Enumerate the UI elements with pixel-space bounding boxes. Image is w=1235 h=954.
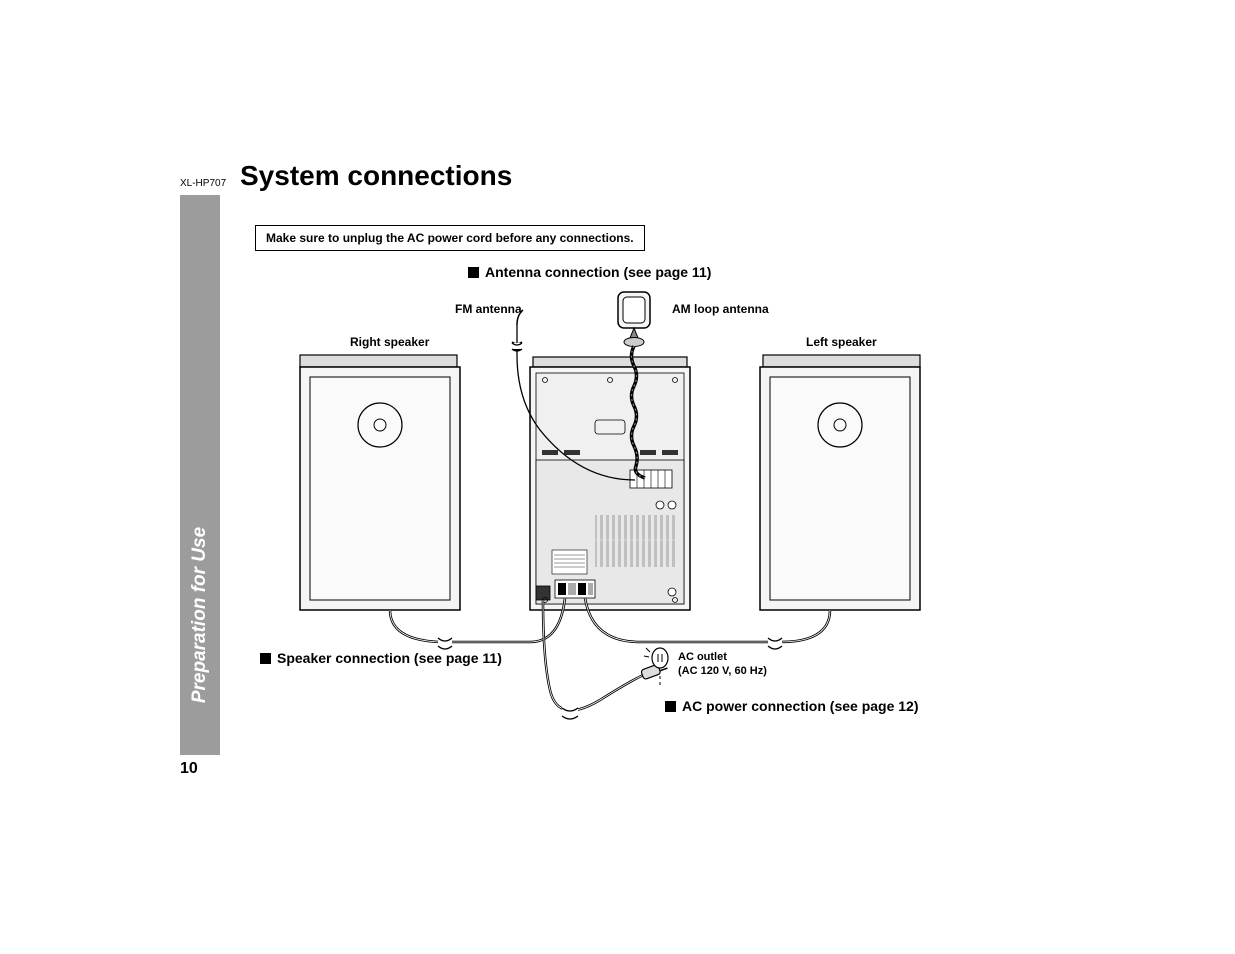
model-code: XL-HP707 (180, 178, 226, 189)
connection-diagram (240, 260, 1040, 740)
section-sidebar: Preparation for Use (180, 195, 220, 755)
page-title: System connections (240, 160, 512, 192)
am-loop-antenna-graphic (618, 292, 650, 347)
diagram-svg (240, 260, 1040, 740)
main-unit-graphic (530, 357, 690, 610)
sidebar-label: Preparation for Use (189, 527, 211, 703)
warning-box: Make sure to unplug the AC power cord be… (255, 225, 645, 251)
left-speaker-graphic (760, 355, 920, 610)
page-number: 10 (180, 760, 198, 778)
manual-page: XL-HP707 System connections Preparation … (180, 160, 1060, 790)
right-speaker-graphic (300, 355, 460, 610)
